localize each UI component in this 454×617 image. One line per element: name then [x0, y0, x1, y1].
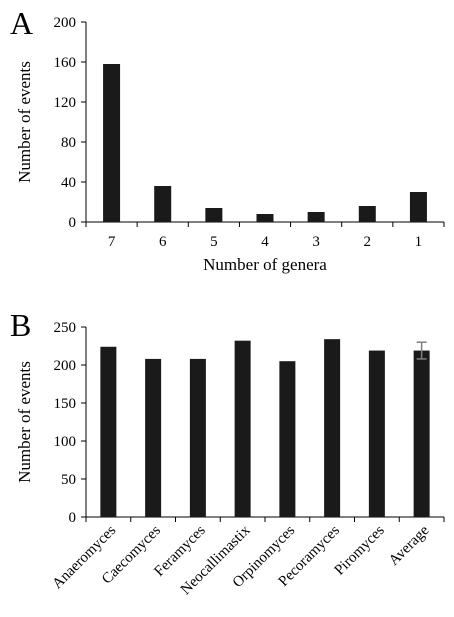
- y-tick-label: 0: [69, 215, 77, 231]
- bar: [409, 192, 427, 222]
- x-axis-title: Number of genera: [203, 255, 327, 274]
- y-tick-label: 250: [54, 320, 77, 336]
- y-tick-label: 200: [54, 15, 77, 31]
- x-tick-label: Average: [386, 522, 433, 569]
- bar: [100, 346, 117, 517]
- x-tick-label: 2: [364, 234, 372, 250]
- x-tick-label: 7: [108, 234, 116, 250]
- chart-b: 050100150200250AnaeromycesCaecomycesFera…: [15, 320, 445, 598]
- x-tick-label: 3: [312, 234, 320, 250]
- y-tick-label: 150: [54, 396, 77, 412]
- bar: [154, 186, 172, 222]
- bar: [205, 208, 223, 222]
- panel-label: A: [10, 5, 33, 41]
- y-axis-title: Number of events: [15, 361, 34, 483]
- y-tick-label: 200: [54, 358, 77, 374]
- panel-label: B: [10, 307, 31, 343]
- x-tick-label: 6: [159, 234, 167, 250]
- bar: [307, 212, 325, 222]
- y-tick-label: 40: [61, 175, 76, 191]
- bar: [145, 358, 162, 517]
- bar: [103, 64, 121, 222]
- bar: [358, 206, 376, 222]
- y-tick-label: 50: [61, 472, 76, 488]
- y-tick-label: 0: [69, 510, 77, 526]
- y-tick-label: 120: [54, 95, 77, 111]
- bar: [368, 350, 385, 517]
- y-tick-label: 80: [61, 135, 76, 151]
- x-tick-label: Piromyces: [332, 522, 388, 578]
- x-tick-label: 4: [261, 234, 269, 250]
- bar: [413, 350, 430, 517]
- bar: [189, 358, 206, 517]
- y-tick-label: 100: [54, 434, 77, 450]
- y-axis-title: Number of events: [15, 61, 34, 183]
- bar: [279, 361, 296, 517]
- bar: [234, 340, 251, 517]
- bar: [256, 214, 274, 222]
- x-tick-label: 5: [210, 234, 218, 250]
- chart-a: 0 40 80 120 160 200 7 6 5 4 3 2 1 Number of events Num…: [15, 15, 445, 274]
- x-tick-label: 1: [415, 234, 423, 250]
- bar: [324, 339, 341, 517]
- y-tick-label: 160: [54, 55, 77, 71]
